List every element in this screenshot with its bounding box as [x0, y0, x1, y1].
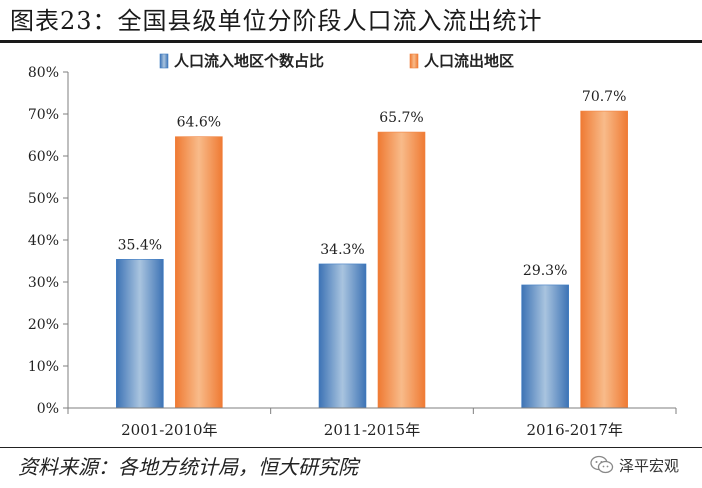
y-tick-label: 30% — [28, 275, 59, 291]
source-note: 资料来源：各地方统计局，恒大研究院 — [18, 455, 358, 479]
bar — [521, 284, 569, 409]
brand-badge: 泽平宏观 — [590, 451, 700, 479]
chart-legend: 人口流入地区个数占比 人口流出地区 — [159, 52, 514, 70]
data-label: 29.3% — [523, 263, 567, 279]
footer-divider — [0, 447, 702, 448]
brand-name: 泽平宏观 — [619, 456, 680, 475]
y-tick-label: 10% — [28, 359, 59, 375]
legend-swatch — [409, 53, 419, 69]
data-label: 70.7% — [582, 89, 626, 105]
y-axis: 0% 10% 20% 30% 40% 50% 60% 70% 80% — [28, 65, 69, 417]
x-tick-label: 2001-2010年 — [121, 421, 217, 439]
page-title: 图表23：全国县级单位分阶段人口流入流出统计 — [10, 7, 543, 35]
legend-swatch — [159, 53, 169, 69]
y-tick-label: 80% — [28, 65, 59, 81]
y-tick-label: 20% — [28, 317, 59, 333]
data-label: 34.3% — [320, 242, 364, 258]
y-tick-label: 50% — [28, 191, 59, 207]
wechat-icon — [590, 455, 614, 474]
bar — [175, 136, 223, 409]
data-label: 35.4% — [118, 237, 162, 253]
title-divider — [0, 40, 702, 43]
data-label: 64.6% — [177, 115, 221, 131]
y-tick-label: 70% — [28, 107, 59, 123]
y-tick-label: 60% — [28, 149, 59, 165]
bar — [318, 263, 367, 409]
data-label: 65.7% — [379, 110, 423, 126]
x-axis: 2001-2010年 2011-2015年 2016-2017年 — [67, 407, 677, 439]
x-tick-label: 2016-2017年 — [526, 421, 622, 439]
bar — [116, 259, 164, 409]
bars-group: 35.4% 64.6% 34.3% 65.7% 29.3% 70.7% — [116, 89, 628, 409]
legend-label: 人口流入地区个数占比 — [174, 52, 324, 70]
y-tick-label: 0% — [37, 401, 59, 417]
y-tick-label: 40% — [28, 233, 59, 249]
legend-label: 人口流出地区 — [424, 52, 514, 70]
bar-chart: 人口流入地区个数占比 人口流出地区 0% 10% 20% 30% 40% 50% 60% 70%… — [28, 52, 677, 439]
bar — [580, 110, 628, 409]
x-tick-label: 2011-2015年 — [324, 421, 420, 439]
bar — [377, 131, 426, 409]
